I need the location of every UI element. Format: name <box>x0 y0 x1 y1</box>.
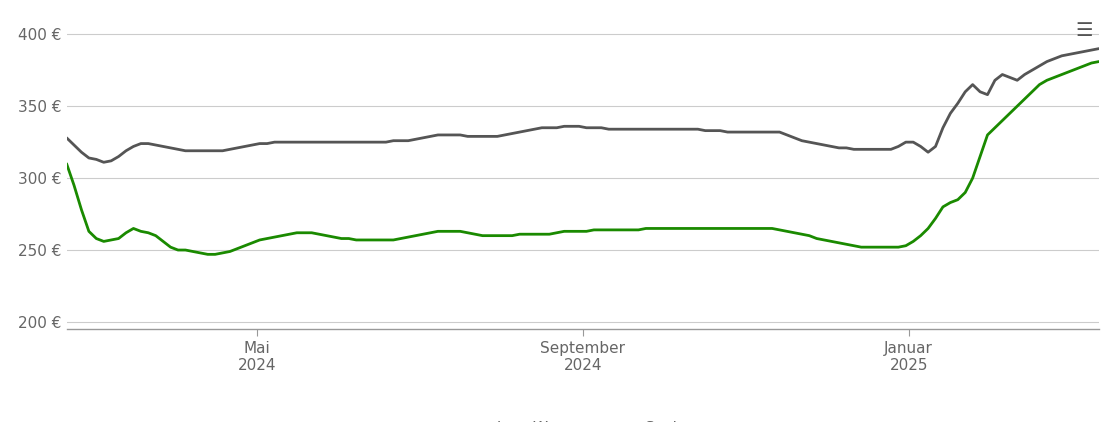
Text: ☰: ☰ <box>1076 21 1093 40</box>
Legend: lose Ware, Sackware: lose Ware, Sackware <box>441 414 725 422</box>
